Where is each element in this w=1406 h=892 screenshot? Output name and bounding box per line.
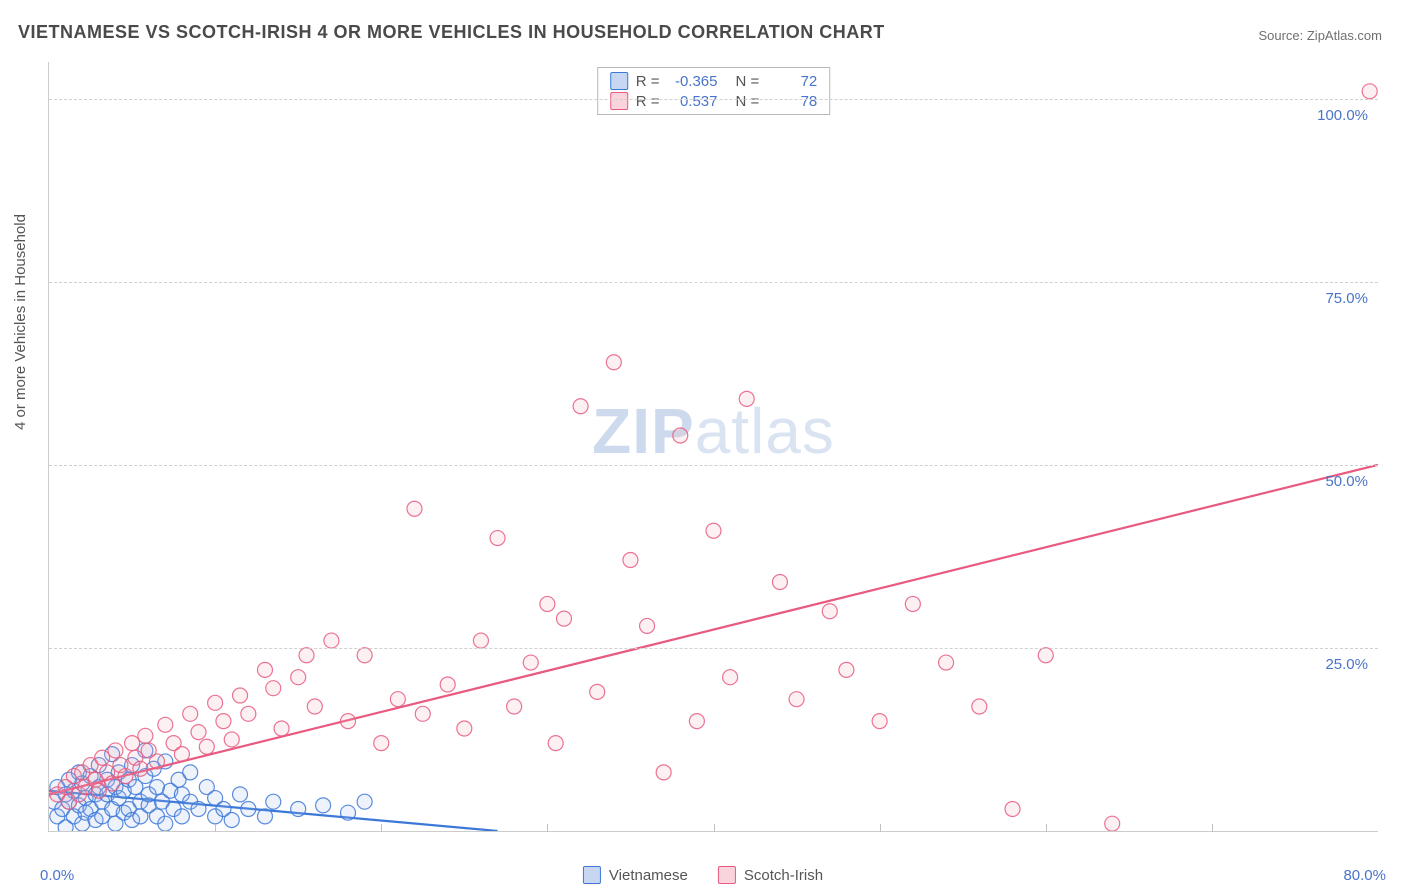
series-legend: Vietnamese Scotch-Irish [583,866,823,884]
scatter-svg [49,62,1378,831]
source-site: ZipAtlas.com [1307,28,1382,43]
legend-swatch-vietnamese [583,866,601,884]
y-tick-label: 50.0% [1325,473,1368,490]
x-tick [381,824,382,832]
y-tick-label: 75.0% [1325,290,1368,307]
chart-container: VIETNAMESE VS SCOTCH-IRISH 4 OR MORE VEH… [0,0,1406,892]
legend-swatch-scotch-irish [718,866,736,884]
y-axis-label: 4 or more Vehicles in Household [12,214,29,430]
source-attribution: Source: ZipAtlas.com [1258,28,1382,43]
gridline [49,465,1378,466]
legend-label-vietnamese: Vietnamese [609,867,688,884]
x-tick [1212,824,1213,832]
gridline [49,282,1378,283]
x-tick [547,824,548,832]
chart-title: VIETNAMESE VS SCOTCH-IRISH 4 OR MORE VEH… [18,22,885,43]
x-tick [215,824,216,832]
y-tick-label: 25.0% [1325,656,1368,673]
gridline [49,99,1378,100]
x-tick [714,824,715,832]
x-tick [880,824,881,832]
y-tick-label: 100.0% [1317,107,1368,124]
x-axis-max-label: 80.0% [1343,867,1386,884]
x-tick [1046,824,1047,832]
x-axis-min-label: 0.0% [40,867,74,884]
legend-label-scotch-irish: Scotch-Irish [744,867,823,884]
gridline [49,648,1378,649]
plot-area: ZIPatlas R = -0.365 N = 72 R = 0.537 N =… [48,62,1378,832]
source-label: Source: [1258,28,1306,43]
legend-item-vietnamese: Vietnamese [583,866,688,884]
legend-item-scotch-irish: Scotch-Irish [718,866,823,884]
